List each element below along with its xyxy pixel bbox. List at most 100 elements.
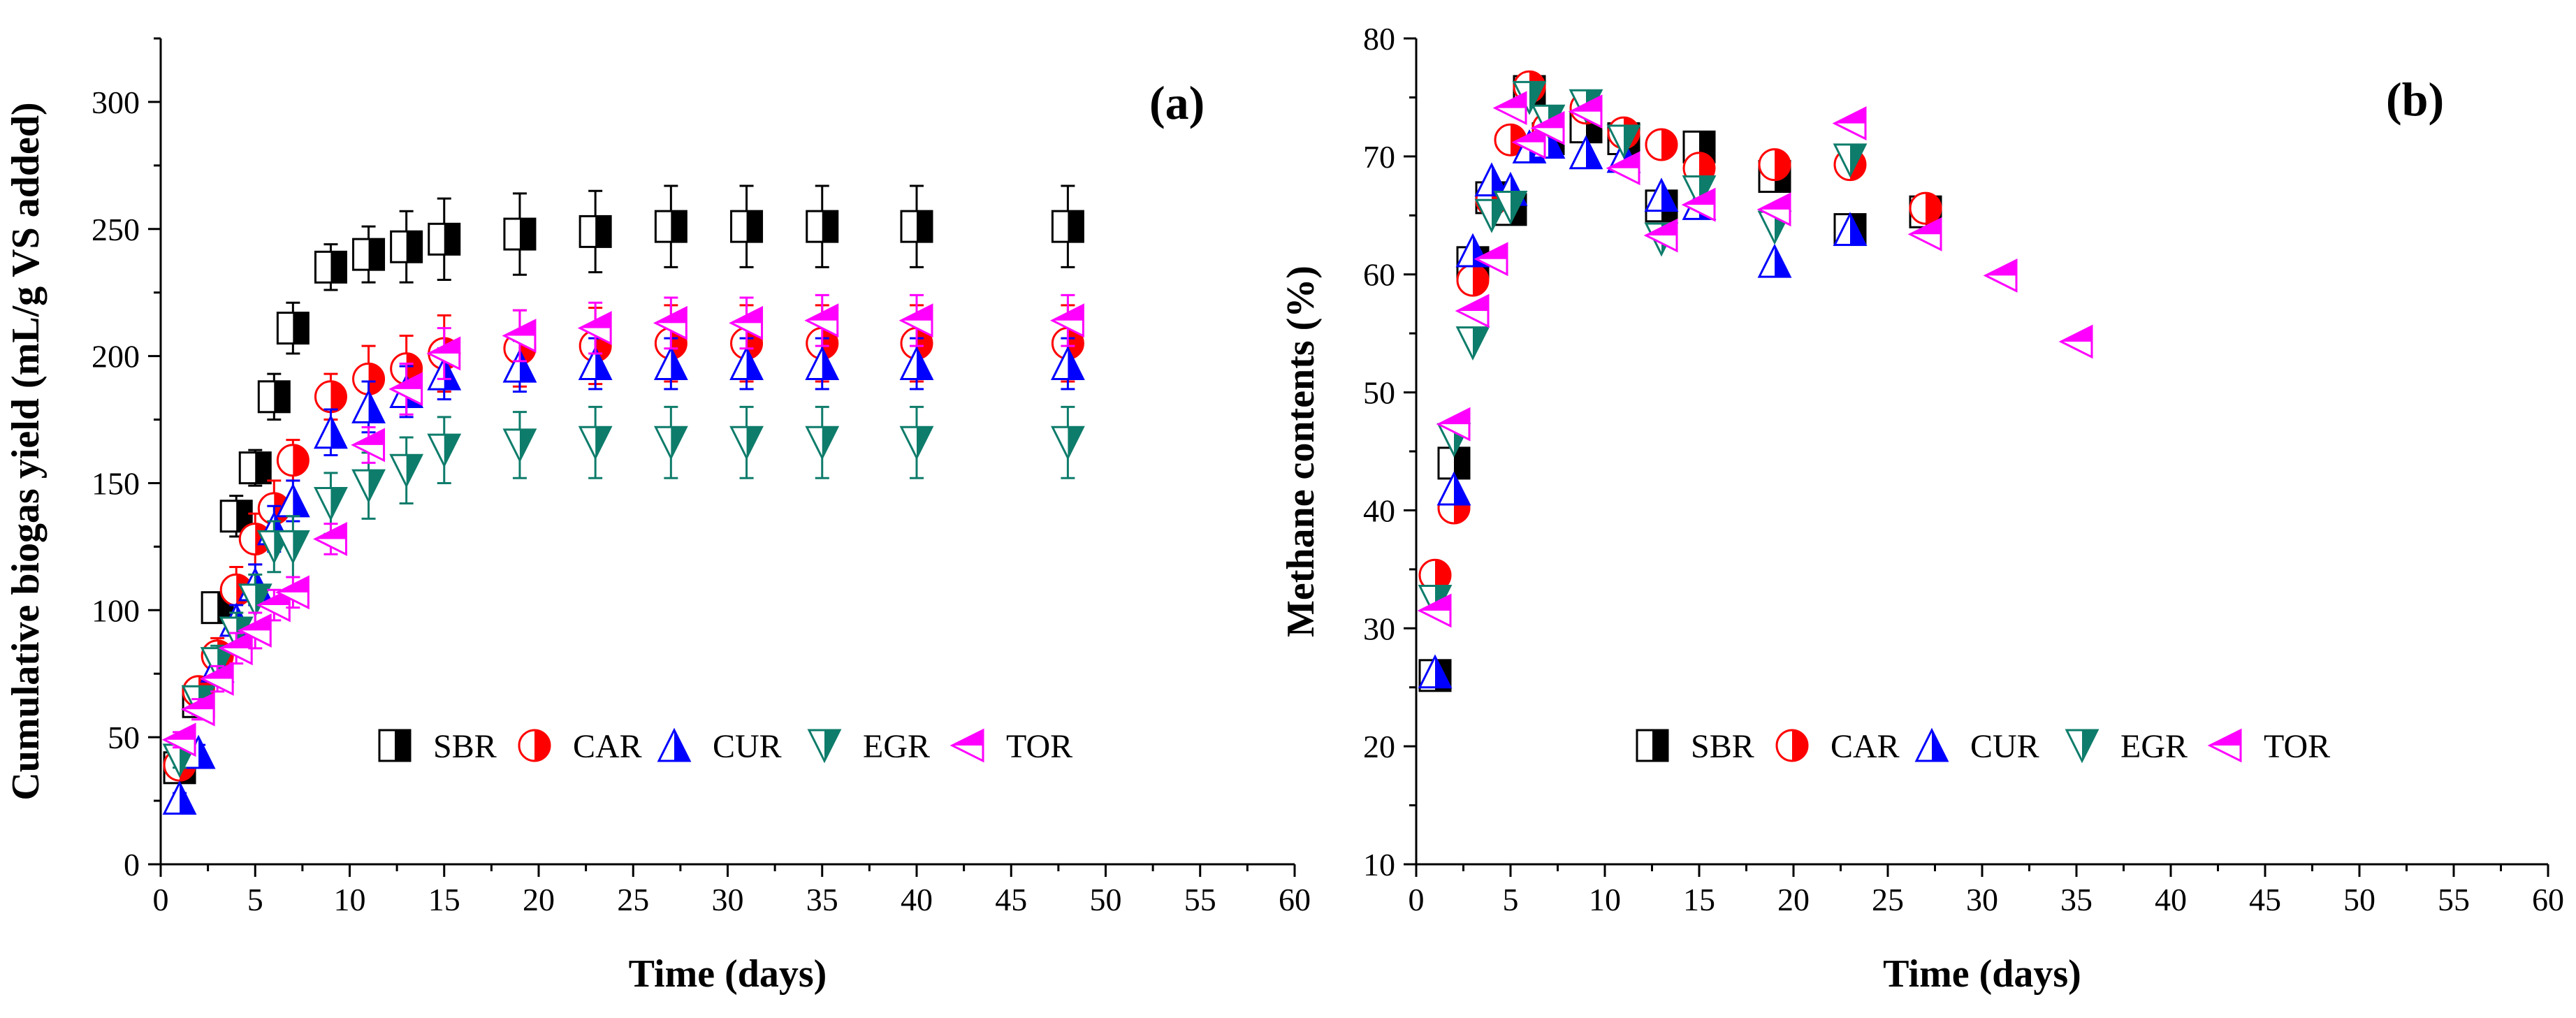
- data-point: [161, 722, 196, 757]
- data-point: [1418, 654, 1453, 689]
- legend-marker-tor: [2207, 728, 2242, 763]
- data-point: [238, 451, 272, 485]
- y-tick-label: 30: [1363, 611, 1395, 646]
- x-tick-label: 50: [1090, 882, 1122, 917]
- data-point: [238, 583, 272, 618]
- data-point: [1456, 263, 1490, 297]
- y-tick-label: 80: [1363, 21, 1395, 57]
- x-tick-label: 20: [523, 882, 555, 917]
- x-tick-label: 5: [1503, 882, 1519, 917]
- x-tick-label: 35: [2060, 882, 2093, 917]
- data-point: [427, 433, 462, 468]
- data-point: [729, 346, 764, 381]
- legend-marker-egr: [807, 729, 842, 764]
- data-point: [1681, 187, 1716, 222]
- panel-b: 0 5 10 15 20 25 30 35 40 45 50 55 60 10 20 30 40 50 60 70 80…: [1279, 21, 2564, 996]
- data-point: [426, 336, 461, 371]
- legend-marker-car: [518, 729, 551, 762]
- data-point: [806, 210, 839, 243]
- legend-label-cur: CUR: [1970, 728, 2039, 765]
- data-point: [1418, 558, 1452, 592]
- data-point: [1455, 326, 1490, 361]
- data-point: [388, 372, 423, 407]
- x-tick-label: 30: [712, 882, 744, 917]
- legend-label-egr: EGR: [863, 728, 930, 765]
- data-point: [653, 426, 688, 460]
- data-point: [1832, 106, 1867, 141]
- y-tick-label: 10: [1363, 847, 1395, 882]
- y-tick-label: 50: [1363, 375, 1395, 411]
- x-tick-label: 20: [1777, 882, 1810, 917]
- series-tor: [1417, 91, 2093, 628]
- x-axis-title: Time (days): [629, 952, 827, 996]
- x-tick-label: 45: [2249, 882, 2281, 917]
- data-point: [578, 426, 613, 460]
- data-point: [1050, 346, 1085, 381]
- data-point: [314, 250, 347, 284]
- data-point: [653, 346, 688, 381]
- data-point: [390, 230, 423, 263]
- y-tick-label: 0: [124, 847, 140, 882]
- data-point: [653, 305, 687, 340]
- x-axis-title: Time (days): [1883, 952, 2081, 996]
- data-point: [502, 319, 537, 353]
- legend-label-car: CAR: [1831, 728, 1900, 765]
- y-tick-label: 60: [1363, 257, 1395, 293]
- data-point: [899, 426, 934, 460]
- x-tick-label: 40: [2155, 882, 2187, 917]
- x-tick-label: 60: [1279, 882, 1311, 917]
- data-point: [1050, 426, 1085, 460]
- data-point: [1493, 190, 1528, 225]
- data-point: [1492, 91, 1527, 126]
- legend-label-egr: EGR: [2120, 728, 2188, 765]
- data-point: [804, 303, 839, 338]
- data-point: [1606, 151, 1640, 186]
- data-point: [1643, 218, 1678, 253]
- data-point: [1833, 212, 1868, 247]
- legend-label-tor: TOR: [1006, 728, 1072, 765]
- data-point: [199, 662, 234, 696]
- x-tick-label: 5: [247, 882, 263, 917]
- x-tick-label: 0: [153, 882, 169, 917]
- data-point: [181, 734, 216, 769]
- data-point: [2058, 324, 2093, 359]
- x-tick-label: 15: [428, 882, 460, 917]
- data-point: [1473, 242, 1508, 277]
- legend-label-sbr: SBR: [433, 728, 497, 765]
- data-point: [275, 530, 310, 565]
- data-point: [805, 426, 840, 460]
- data-point: [578, 346, 613, 381]
- data-point: [275, 575, 310, 610]
- legend-marker-car: [1775, 729, 1809, 762]
- data-point: [351, 388, 386, 423]
- data-point: [1756, 192, 1791, 227]
- legend-marker-tor: [949, 728, 984, 763]
- data-point: [162, 780, 197, 815]
- y-tick-label: 200: [92, 339, 140, 375]
- legend-marker-cur: [657, 727, 692, 762]
- data-point: [1436, 407, 1471, 442]
- data-point: [502, 348, 537, 383]
- y-tick-label: 70: [1363, 139, 1395, 175]
- data-point: [1758, 148, 1791, 182]
- data-point: [313, 522, 347, 556]
- data-point: [1644, 177, 1679, 212]
- data-point: [502, 428, 537, 463]
- data-point: [729, 426, 764, 460]
- legend-marker-sbr: [1636, 729, 1669, 762]
- data-point: [351, 428, 386, 463]
- x-tick-label: 25: [617, 882, 649, 917]
- data-point: [1050, 303, 1084, 338]
- data-point: [1530, 110, 1565, 145]
- x-tick-label: 30: [1966, 882, 1998, 917]
- data-point: [314, 414, 348, 449]
- legend-label-car: CAR: [573, 728, 642, 765]
- y-tick-label: 100: [92, 592, 140, 628]
- data-point: [276, 444, 310, 477]
- data-point: [275, 483, 310, 518]
- data-point: [578, 214, 612, 248]
- data-point: [577, 311, 612, 346]
- data-point: [1645, 128, 1678, 161]
- series-tor: [161, 293, 1084, 757]
- data-point: [898, 303, 933, 338]
